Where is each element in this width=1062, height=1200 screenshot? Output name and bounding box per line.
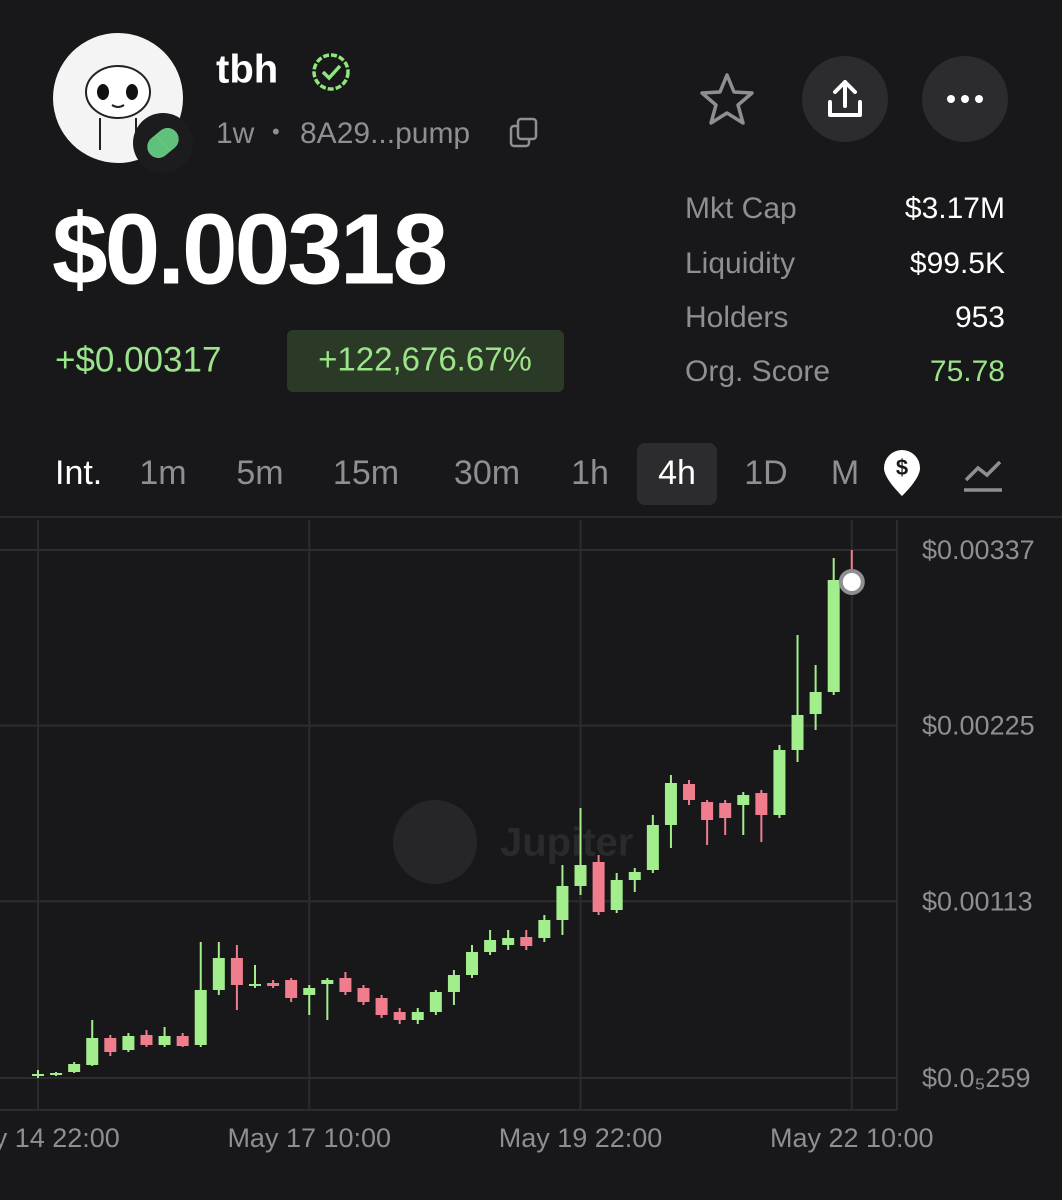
y-tick-label: $0.00337 [922,535,1035,565]
candle-body [610,879,623,910]
candle-body [339,977,352,992]
candle-body [664,782,677,825]
candle-body [31,1074,44,1077]
candle-body [683,784,696,800]
stat-value: 75.78 [930,355,1005,388]
interval-tab[interactable]: M [831,454,859,492]
candle-body [538,920,551,938]
x-tick-label: May 17 10:00 [227,1123,391,1153]
candle-body [466,951,479,975]
candle-body [357,988,370,1003]
favorite-button[interactable] [700,73,754,125]
y-tick-label: $0.00225 [922,711,1035,741]
candle-body [140,1034,153,1045]
candle-body [68,1063,81,1072]
interval-tab[interactable]: 4h [658,454,696,492]
interval-label: Int. [55,454,102,492]
token-avatar [53,33,193,173]
candle-body [267,983,280,986]
candle-body [628,871,641,880]
more-button[interactable] [922,56,1008,142]
candlestick-chart: Jupiter $0.00337 $0.00225 $0.00113 $0.0₅259 M… [0,520,1035,1153]
token-address: 8A29...pump [300,117,470,150]
interval-tab[interactable]: 30m [454,454,520,492]
stat-label: Holders [685,301,788,334]
percent-change: +122,676.67% [318,341,532,378]
price: $0.00318 [52,193,445,305]
watermark: Jupiter [500,821,633,865]
interval-tab[interactable]: 15m [333,454,399,492]
percent-pill [287,330,564,392]
candle-body [701,802,714,821]
chart-type-button[interactable] [964,460,1002,492]
candle-body [86,1038,99,1066]
candle-body [773,749,786,815]
candle-body [285,979,298,998]
candle-body [429,992,442,1012]
interval-tabs: Int. 1m 5m 15m 30m 1h 4h 1D M [55,443,859,505]
last-price-marker [838,568,865,595]
stat-label: Org. Score [685,355,830,388]
candle-body [248,983,261,986]
candle-body [502,937,515,945]
separator: • [272,119,280,144]
x-tick-label: May 22 10:00 [770,1123,934,1153]
candle-body [719,802,732,818]
stat-value: $3.17M [905,192,1005,225]
interval-tab[interactable]: 1D [744,454,787,492]
x-tick-label: May 14 22:00 [0,1123,120,1153]
candle-body [447,974,460,992]
candle-body [737,794,750,805]
verified-badge [312,53,350,91]
stat-label: Liquidity [685,247,795,280]
candle-body [122,1035,135,1050]
candle-body [375,997,388,1016]
candle-body [50,1072,63,1075]
candle-body [791,714,804,750]
candle-body [393,1011,406,1021]
candle-body [158,1035,171,1045]
interval-tab[interactable]: 1h [571,454,609,492]
share-button[interactable] [802,56,888,142]
x-tick-label: May 19 22:00 [499,1123,663,1153]
stat-value: 953 [955,301,1005,334]
stat-label: Mkt Cap [685,192,797,225]
stats: Mkt Cap $3.17M Liquidity $99.5K Holders 953 Or… [685,192,1005,388]
candle-body [592,861,605,912]
interval-tab[interactable]: 5m [236,454,283,492]
y-tick-label: $0.00113 [922,886,1033,916]
svg-text:$: $ [896,455,908,480]
candle-body [484,939,497,952]
interval-tab[interactable]: 1m [139,454,186,492]
stat-value: $99.5K [910,247,1005,280]
y-tick-label: $0.0₅259 [922,1063,1030,1093]
price-change: +$0.00317 [55,340,221,379]
watermark-logo [393,800,477,884]
candle-body [574,865,587,886]
candle-body [556,885,569,921]
token-name: tbh [216,48,278,92]
candle-body [230,957,243,985]
candle-body [646,824,659,871]
candle-body [827,579,840,692]
candle-body [176,1035,189,1046]
candle-body [321,979,334,984]
candle-body [809,691,822,714]
candle-body [755,793,768,815]
active-tab-bg [637,443,717,505]
candle-body [520,936,533,946]
candle-body [194,989,207,1045]
copy-button[interactable] [509,117,538,148]
candle-body [411,1011,424,1021]
candle-body [212,957,225,990]
price-mode-button[interactable]: $ [884,450,920,496]
candle-body [104,1038,117,1053]
candle-body [303,988,316,995]
token-age: 1w [216,117,255,150]
